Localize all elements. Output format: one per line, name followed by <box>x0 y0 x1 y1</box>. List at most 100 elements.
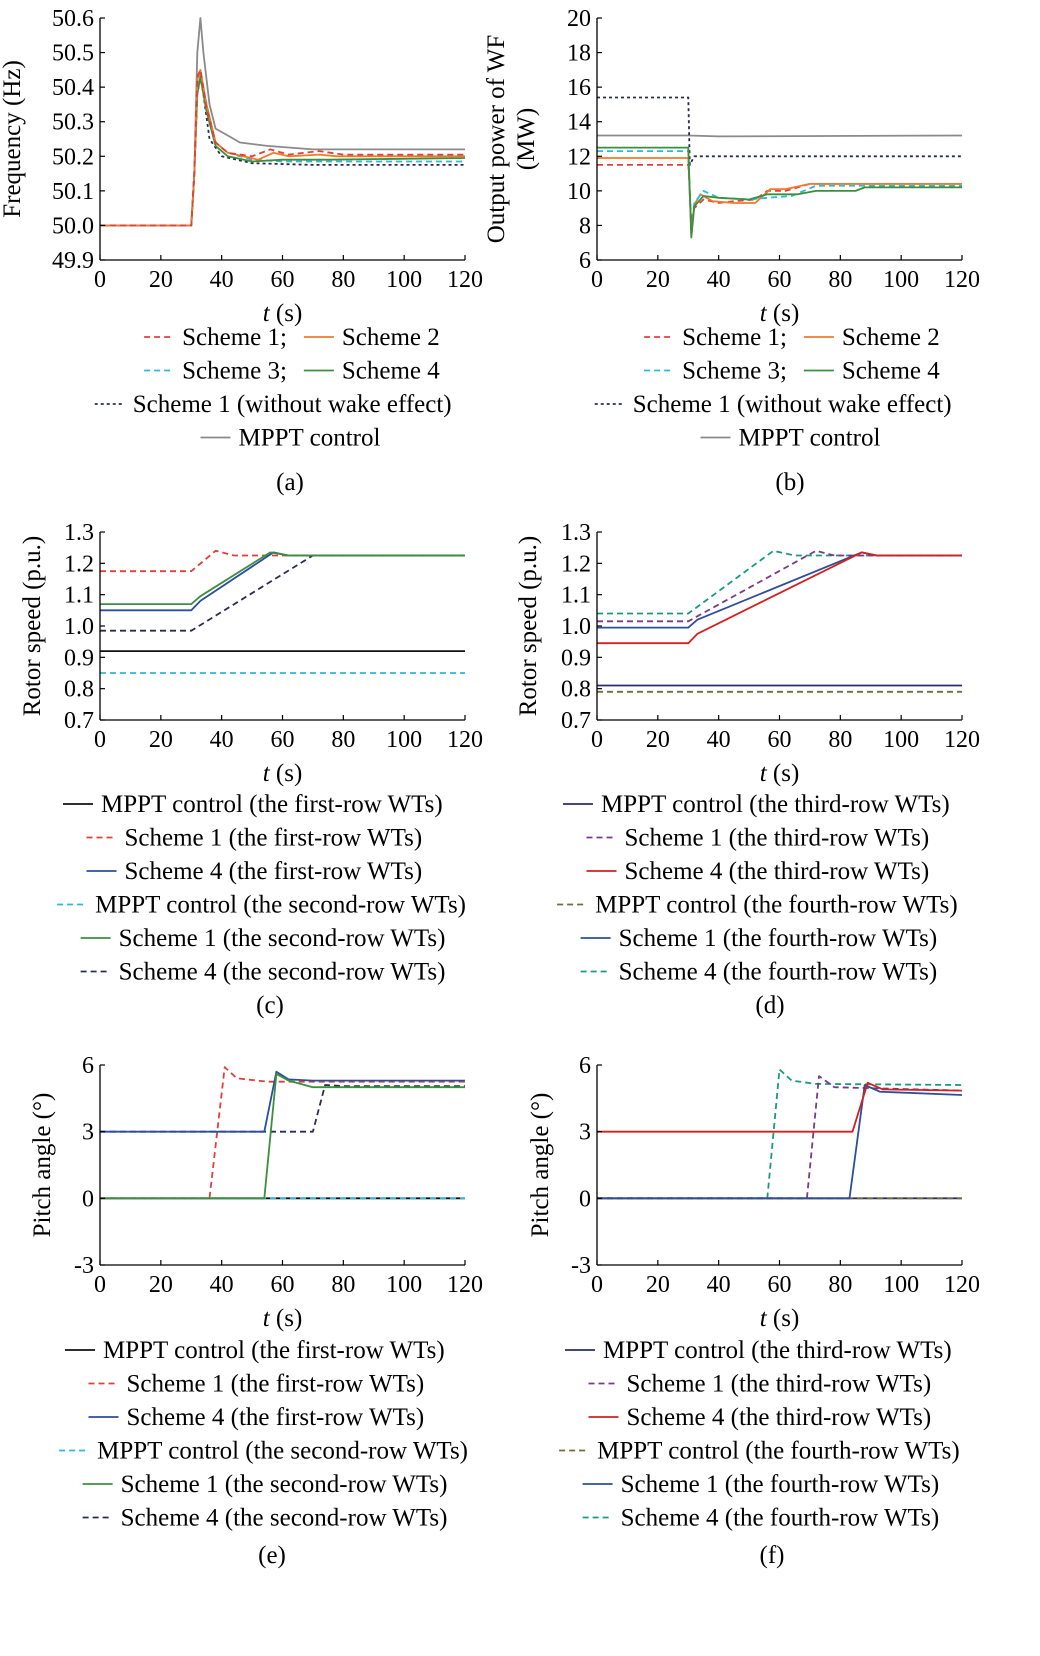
legend-label: Scheme 1 (the second-row WTs) <box>119 925 446 952</box>
x-tick-label: 0 <box>94 267 106 293</box>
series-line-a-0 <box>100 17 465 227</box>
legend-label: Scheme 1 (the third-row WTs) <box>625 825 930 852</box>
legend-label: MPPT control (the third-row WTs) <box>603 1337 952 1364</box>
y-tick-label: 50.0 <box>52 213 94 239</box>
x-tick-label: 0 <box>591 267 603 293</box>
chart-panel-d: 0 20 40 60 80 100 120 0.7 0.8 0.9 1.0 1.1 1.2 1.3 t (s… <box>515 520 980 1019</box>
x-axis-title: t (s) <box>760 760 800 787</box>
y-tick-label: 50.1 <box>52 179 94 205</box>
series-line-c-3 <box>100 554 465 632</box>
legend-label: Scheme 1 (the first-row WTs) <box>125 825 423 852</box>
x-tick-label: 0 <box>591 1272 603 1298</box>
legend-label: MPPT control (the second-row WTs) <box>97 1438 468 1465</box>
series-line-c-2 <box>100 549 465 573</box>
y-tick-label: -3 <box>571 1253 591 1279</box>
legend-e: MPPT control (the first-row WTs) Scheme 1… <box>59 1337 468 1532</box>
x-tick-label: 0 <box>591 727 603 753</box>
panel-caption: (f) <box>760 1542 785 1569</box>
y-tick-label: 0 <box>579 1186 591 1212</box>
legend-label: Scheme 4 (the second-row WTs) <box>119 959 446 986</box>
series-line-e-3 <box>100 1084 465 1133</box>
x-tick-label: 20 <box>149 267 173 293</box>
legend-label: MPPT control (the third-row WTs) <box>601 791 950 818</box>
legend-label: Scheme 3; <box>682 358 787 385</box>
x-tick-label: 120 <box>944 727 980 753</box>
legend-label: Scheme 1 (without wake effect) <box>133 391 452 418</box>
y-tick-label: 18 <box>567 41 591 67</box>
x-tick-label: 80 <box>331 267 355 293</box>
panel-caption: (d) <box>755 992 784 1019</box>
chart-panel-a: 0 20 40 60 80 100 120 49.9 50.0 50.1 50.2 50.3 50.4 5… <box>0 6 483 496</box>
x-tick-label: 120 <box>944 1272 980 1298</box>
series-line-d-5 <box>597 551 962 645</box>
x-axis-title: t (s) <box>760 300 800 327</box>
x-tick-label: 60 <box>768 1272 792 1298</box>
x-tick-label: 100 <box>386 267 422 293</box>
legend-label: Scheme 1 (the fourth-row WTs) <box>619 925 938 952</box>
x-tick-label: 120 <box>944 267 980 293</box>
y-tick-label: 1.0 <box>64 614 94 640</box>
series-line-d-3 <box>597 549 962 623</box>
y-axis-title: Rotor speed (p.u.) <box>19 536 46 717</box>
legend-label: MPPT control (the fourth-row WTs) <box>595 892 958 919</box>
legend-label: Scheme 1 (the fourth-row WTs) <box>621 1471 940 1498</box>
x-tick-label: 120 <box>447 727 483 753</box>
legend-label: Scheme 1 (without wake effect) <box>633 391 952 418</box>
legend-label: Scheme 4 (the fourth-row WTs) <box>621 1505 940 1532</box>
x-tick-label: 80 <box>331 1272 355 1298</box>
y-tick-label: 1.2 <box>64 551 94 577</box>
legend-label: MPPT control (the fourth-row WTs) <box>597 1438 960 1465</box>
y-tick-label: 50.3 <box>52 110 94 136</box>
series-line-f-3 <box>597 1075 963 1200</box>
y-tick-label: 0.7 <box>561 708 591 734</box>
y-tick-label: 0 <box>82 1186 94 1212</box>
x-tick-label: 80 <box>828 1272 852 1298</box>
y-tick-label: 1.1 <box>64 583 94 609</box>
series-line-b-4 <box>597 150 962 235</box>
y-axis-title: Rotor speed (p.u.) <box>515 536 542 717</box>
series-line-f-5 <box>597 1081 963 1133</box>
x-tick-label: 120 <box>447 1272 483 1298</box>
y-tick-label: 0.9 <box>64 645 94 671</box>
series-line-a-1 <box>100 75 465 227</box>
x-tick-label: 100 <box>883 1272 919 1298</box>
series-line-e-5 <box>100 1073 465 1200</box>
panel-caption: (b) <box>775 469 804 496</box>
y-tick-label: 1.3 <box>64 520 94 546</box>
y-tick-label: 10 <box>567 179 591 205</box>
legend-label: MPPT control (the second-row WTs) <box>95 892 466 919</box>
chart-panel-c: 0 20 40 60 80 100 120 0.7 0.8 0.9 1.0 1.1 1.2 1.3 t (s… <box>19 520 483 1019</box>
y-tick-label: 3 <box>579 1120 591 1146</box>
y-axis-title: Pitch angle (°) <box>29 1093 56 1238</box>
legend-label: Scheme 1; <box>682 324 787 351</box>
y-tick-label: 0.8 <box>64 677 94 703</box>
legend-label: Scheme 4 (the third-row WTs) <box>627 1404 932 1431</box>
legend-label: MPPT control <box>739 425 881 452</box>
series-line-e-4 <box>100 1070 465 1133</box>
panel-caption: (a) <box>276 469 304 496</box>
y-tick-label: 50.6 <box>52 6 94 32</box>
y-tick-label: 1.0 <box>561 614 591 640</box>
y-tick-label: 0.8 <box>561 677 591 703</box>
y-tick-label: 50.5 <box>52 41 94 67</box>
y-tick-label: 1.1 <box>561 583 591 609</box>
x-axis-title: t (s) <box>263 760 303 787</box>
x-tick-label: 40 <box>707 267 731 293</box>
x-tick-label: 60 <box>768 727 792 753</box>
y-axis-title: Output power of WF (MW) <box>483 35 540 244</box>
legend-label: Scheme 4 (the first-row WTs) <box>127 1404 425 1431</box>
y-tick-label: 6 <box>579 1053 591 1079</box>
legend-c: MPPT control (the first-row WTs) Scheme 1… <box>57 791 466 986</box>
x-tick-label: 60 <box>271 727 295 753</box>
y-tick-label: 20 <box>567 6 591 32</box>
legend-label: Scheme 2 <box>842 324 940 351</box>
legend-label: Scheme 4 (the second-row WTs) <box>121 1505 448 1532</box>
legend-f: MPPT control (the third-row WTs) Scheme 1… <box>559 1337 960 1532</box>
legend-label: Scheme 1 (the first-row WTs) <box>127 1371 425 1398</box>
x-tick-label: 40 <box>210 727 234 753</box>
series-line-d-2 <box>597 549 962 615</box>
legend-label: Scheme 4 <box>342 358 440 385</box>
series-line-d-4 <box>597 551 962 629</box>
x-tick-label: 40 <box>707 727 731 753</box>
